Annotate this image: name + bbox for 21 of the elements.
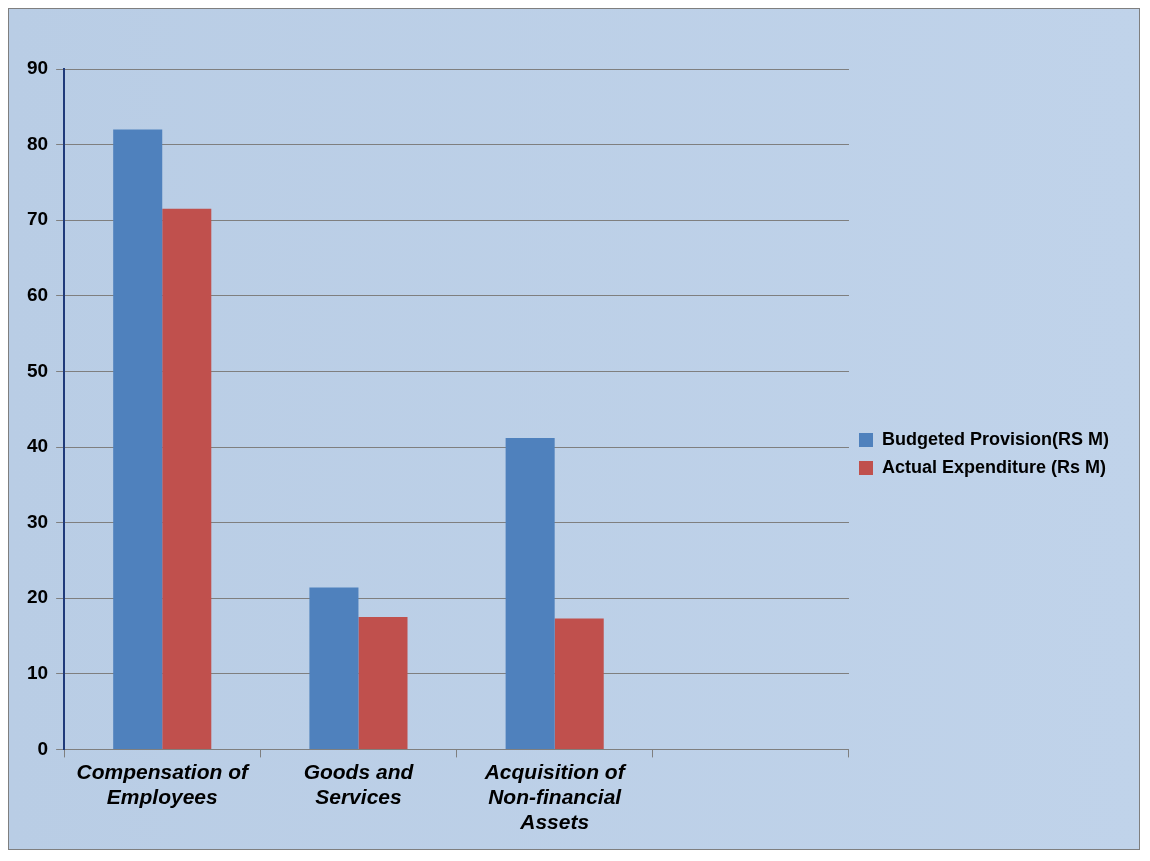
bar xyxy=(113,129,163,749)
y-tick-label: 40 xyxy=(26,435,49,457)
x-tick-label: Goods and Services xyxy=(303,759,415,808)
y-tick-label: 70 xyxy=(26,208,49,230)
legend-label: Actual Expenditure (Rs M) xyxy=(882,456,1107,477)
y-tick-label: 0 xyxy=(37,737,49,759)
x-tick-label: Acquisition of Non-financial Assets xyxy=(483,759,627,834)
y-tick-label: 20 xyxy=(26,586,49,608)
bar xyxy=(358,617,408,749)
y-tick-label: 60 xyxy=(26,284,49,306)
y-tick-label: 10 xyxy=(26,662,49,684)
bar xyxy=(162,208,212,749)
y-tick-label: 30 xyxy=(26,510,49,532)
y-tick-label: 50 xyxy=(26,359,49,381)
x-tick-label: Compensation of Employees xyxy=(76,759,250,808)
y-tick-label: 80 xyxy=(26,132,49,154)
bar xyxy=(505,437,555,749)
legend-label: Budgeted Provision(RS M) xyxy=(882,428,1110,449)
bar xyxy=(554,618,604,749)
y-tick-label: 90 xyxy=(26,57,49,79)
bar xyxy=(309,587,359,749)
